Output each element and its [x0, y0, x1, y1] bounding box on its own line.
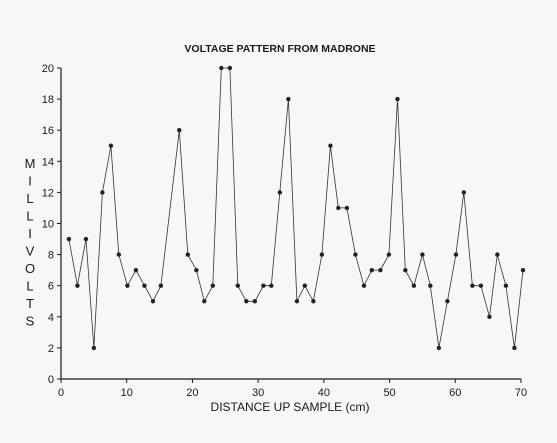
data-point [286, 96, 291, 102]
data-point [503, 283, 509, 288]
y-tick-label: 4 [48, 312, 54, 324]
data-point [302, 283, 307, 288]
x-tick-label: 50 [383, 387, 395, 399]
data-point [235, 283, 240, 288]
data-point [344, 205, 350, 211]
y-axis-label-letter: M [25, 156, 36, 171]
y-tick-label: 6 [48, 281, 54, 293]
data-point [91, 345, 97, 351]
data-point [100, 190, 105, 195]
x-tick-label: 40 [318, 387, 330, 399]
y-axis-label-letter: L [26, 191, 33, 206]
x-tick-label: 0 [58, 387, 64, 399]
data-point [319, 252, 325, 257]
data-point [75, 283, 80, 288]
y-tick-label: 2 [48, 343, 54, 355]
data-point [395, 96, 400, 102]
y-axis-label-letter: S [26, 314, 35, 329]
data-point [311, 299, 316, 304]
y-tick-label: 8 [48, 250, 54, 262]
ticks: 0 2 4 6 8 10 12 14 16 18 20 0 10 20 30 40 50 60 70 [42, 63, 527, 399]
data-point [227, 65, 233, 71]
y-axis-label-letter: O [25, 261, 35, 276]
data-point [194, 267, 199, 273]
y-axis-label-letter: I [28, 174, 32, 189]
data-point [177, 128, 182, 133]
data-point [336, 205, 341, 211]
data-point [294, 299, 300, 304]
y-tick-label: 18 [42, 94, 54, 106]
data-point [66, 236, 72, 242]
data-point [158, 283, 164, 288]
y-tick-label: 12 [42, 187, 54, 199]
data-point [478, 283, 484, 288]
data-point [420, 252, 425, 257]
data-point [461, 190, 467, 195]
chart-title: VOLTAGE PATTERN FROM MADRONE [184, 43, 375, 55]
y-tick-label: 14 [42, 156, 54, 168]
y-axis-label-letter: T [26, 296, 34, 311]
x-axis-label: DISTANCE UP SAMPLE (cm) [211, 400, 370, 414]
data-point [219, 65, 224, 71]
y-tick-label: 20 [42, 63, 54, 75]
data-point [116, 252, 122, 257]
data-point [83, 236, 89, 242]
data-point [328, 143, 333, 148]
data-point [386, 252, 392, 257]
data-point [361, 283, 367, 288]
data-point [445, 299, 450, 304]
data-point [210, 283, 215, 288]
x-tick-label: 60 [449, 387, 461, 399]
data-point [403, 267, 408, 273]
y-tick-label: 16 [42, 125, 54, 137]
data-point [277, 190, 283, 195]
y-axis-label-letter: L [26, 209, 33, 224]
data-point [269, 283, 274, 288]
x-tick-label: 10 [121, 387, 133, 399]
data-point [353, 252, 358, 257]
y-axis-label-letter: V [26, 244, 35, 259]
y-axis-label-letter: I [28, 226, 32, 241]
y-tick-label: 10 [42, 219, 54, 231]
data-point [378, 267, 383, 273]
data-point [202, 299, 207, 304]
data-point [487, 314, 492, 319]
data-point [244, 299, 249, 304]
data-point [150, 299, 156, 304]
y-axis-label-letter: L [26, 279, 33, 294]
data-point [185, 252, 191, 257]
x-tick-label: 70 [515, 387, 527, 399]
x-tick-label: 30 [252, 387, 264, 399]
data-point [470, 283, 475, 288]
data-point [428, 283, 433, 288]
plot-area [66, 65, 526, 351]
data-point [512, 345, 517, 351]
data-point [252, 299, 258, 304]
data-point [142, 283, 147, 288]
data-point [520, 267, 526, 273]
x-tick-label: 20 [186, 387, 198, 399]
data-point [108, 143, 114, 148]
series-line [68, 67, 524, 348]
axes [60, 68, 521, 380]
data-point [411, 283, 417, 288]
data-point [436, 345, 442, 351]
y-tick-label: 0 [48, 374, 54, 386]
data-point [261, 283, 266, 288]
data-point [495, 252, 500, 257]
data-point [369, 267, 375, 273]
data-point [125, 283, 130, 288]
data-point [133, 267, 139, 273]
data-point [453, 252, 459, 257]
